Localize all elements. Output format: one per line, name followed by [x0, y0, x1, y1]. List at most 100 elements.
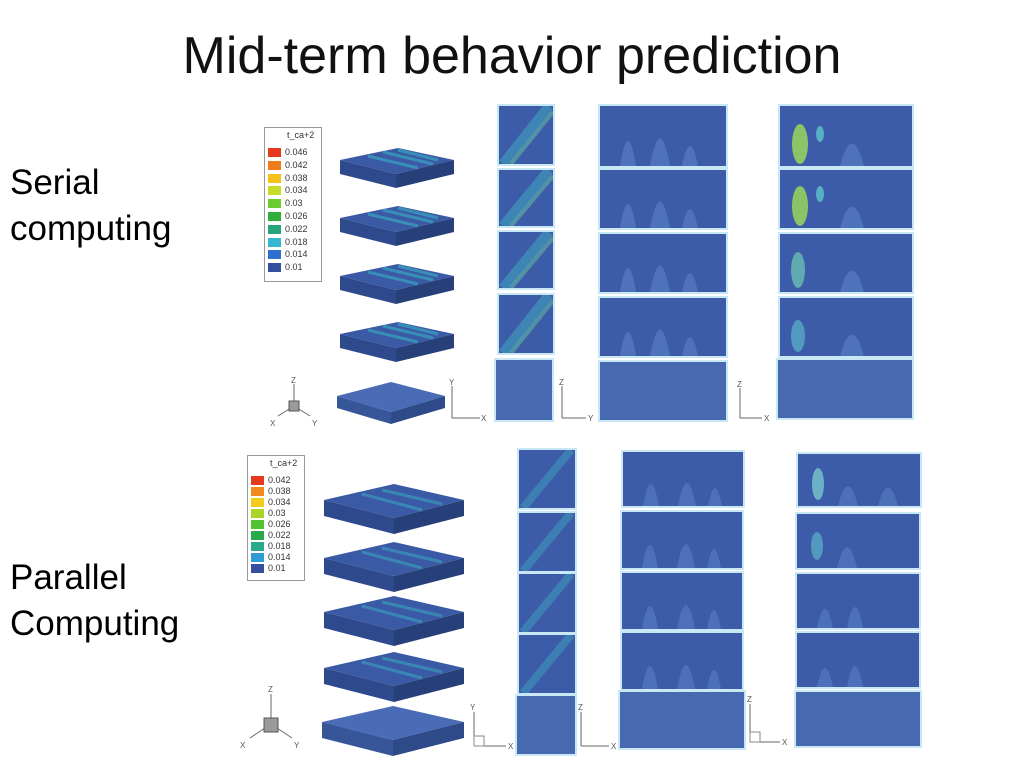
legend-tick-label: 0.026 [285, 211, 308, 221]
legend-swatch [251, 487, 264, 496]
legend-tick-label: 0.014 [285, 249, 308, 260]
serial-yz-panel-4 [778, 296, 914, 358]
legend-swatch [268, 160, 281, 170]
axis-label: X [481, 414, 487, 423]
serial-slab-1 [340, 148, 454, 188]
axis-label: Y [449, 378, 455, 387]
legend-swatch [268, 173, 281, 183]
parallel-colormap-legend: t_ca+2 0.042 0.038 0.034 0.03 0.026 0.022 0.01… [247, 455, 305, 581]
legend-tick-label: 0.038 [268, 486, 291, 496]
serial-xz-panel-1 [598, 104, 728, 168]
legend-swatch [268, 212, 281, 221]
legend-tick-label: 0.022 [285, 223, 308, 234]
legend-swatch [268, 250, 281, 260]
serial-xz-panel-5 [598, 360, 728, 422]
parallel-yz-axes: Z X [747, 695, 788, 747]
serial-xz-axes: Z Y [559, 378, 594, 423]
parallel-xy-panel-1 [517, 448, 577, 510]
legend-row: 0.014 [251, 552, 321, 562]
serial-slab-4 [340, 322, 454, 362]
axis-label: Y [294, 741, 300, 750]
parallel-xy-panel-5 [515, 694, 577, 756]
legend-tick-label: 0.03 [268, 508, 286, 518]
parallel-xz-panel-3 [620, 571, 744, 631]
parallel-xz-panel-4 [620, 631, 744, 691]
legend-row: 0.042 [251, 475, 321, 485]
parallel-slab-2 [324, 542, 464, 592]
legend-swatch [251, 509, 264, 518]
legend-row: 0.038 [268, 173, 338, 183]
parallel-slab-1 [324, 484, 464, 534]
legend-tick-label: 0.042 [268, 475, 291, 485]
parallel-xy-panel-3 [517, 572, 577, 634]
legend-row: 0.018 [268, 237, 338, 247]
parallel-computing-label: Parallel Computing [10, 558, 180, 643]
legend-row: 0.042 [268, 159, 338, 170]
axis-label: Z [559, 378, 564, 387]
legend-tick-label: 0.042 [285, 159, 308, 170]
parallel-xz-panel-5 [618, 690, 746, 750]
parallel-yz-panel-5 [794, 690, 922, 748]
axis-label: X [508, 742, 514, 751]
serial-yz-panel-2 [778, 168, 914, 230]
legend-tick-label: 0.014 [268, 552, 291, 562]
axis-label: X [782, 738, 788, 747]
legend-row: 0.01 [268, 262, 338, 273]
legend-tick-label: 0.034 [285, 185, 308, 196]
serial-yz-panel-1 [778, 104, 914, 168]
parallel-yz-panel-1 [796, 452, 922, 508]
axis-label: X [240, 741, 246, 750]
legend-row: 0.034 [268, 185, 338, 196]
legend-tick-label: 0.03 [285, 198, 303, 209]
legend-swatch [251, 564, 264, 573]
legend-swatch [268, 263, 281, 273]
legend-swatch [251, 520, 264, 529]
axis-label: Y [588, 414, 594, 423]
legend-row: 0.026 [251, 519, 321, 529]
parallel-slab-4 [324, 652, 464, 702]
legend-row: 0.026 [268, 211, 338, 221]
axis-label: Z [578, 703, 583, 712]
legend-tick-label: 0.026 [268, 519, 291, 529]
legend-row: 0.038 [251, 486, 321, 496]
serial-xz-panel-4 [598, 296, 728, 358]
parallel-xz-panel-1 [621, 450, 745, 508]
serial-slab-5 [337, 382, 445, 424]
parallel-xz-axes: Z X [578, 703, 617, 751]
parallel-slab-5 [322, 706, 464, 756]
serial-xy-panel-5 [494, 358, 554, 422]
serial-yz-panel-5 [776, 358, 914, 420]
legend-row: 0.01 [251, 563, 321, 573]
axis-label: X [270, 419, 276, 428]
axis-label: Y [312, 419, 318, 428]
legend-swatch [251, 553, 264, 562]
legend-tick-label: 0.01 [268, 563, 286, 573]
serial-xy-panel-2 [497, 168, 555, 228]
axis-label: Z [268, 685, 273, 694]
serial-xz-panel-2 [598, 168, 728, 230]
legend-row: 0.03 [251, 508, 321, 518]
serial-xy-panel-3 [497, 230, 555, 290]
legend-row: 0.03 [268, 198, 338, 209]
legend-row: 0.022 [268, 223, 338, 234]
serial-iso-axes: Z X Y [270, 376, 318, 428]
axis-label: X [611, 742, 617, 751]
serial-xy-panel-1 [497, 104, 555, 166]
legend-swatch [268, 224, 281, 234]
legend-row: 0.014 [268, 249, 338, 260]
axis-label: Y [470, 703, 476, 712]
legend-row: 0.034 [251, 497, 321, 507]
legend-tick-label: 0.046 [285, 147, 308, 157]
legend-row: 0.018 [251, 541, 321, 551]
legend-row: 0.046 [268, 147, 338, 157]
legend-title: t_ca+2 [287, 130, 315, 140]
slide-title: Mid-term behavior prediction [182, 30, 842, 85]
parallel-yz-panel-3 [795, 572, 921, 630]
legend-swatch [251, 531, 264, 540]
legend-tick-label: 0.01 [285, 262, 303, 273]
legend-swatch [251, 476, 264, 485]
legend-tick-label: 0.018 [268, 541, 291, 551]
legend-swatch [268, 237, 281, 247]
parallel-iso-axes: Z X Y [240, 685, 300, 750]
serial-slab-2 [340, 206, 454, 246]
